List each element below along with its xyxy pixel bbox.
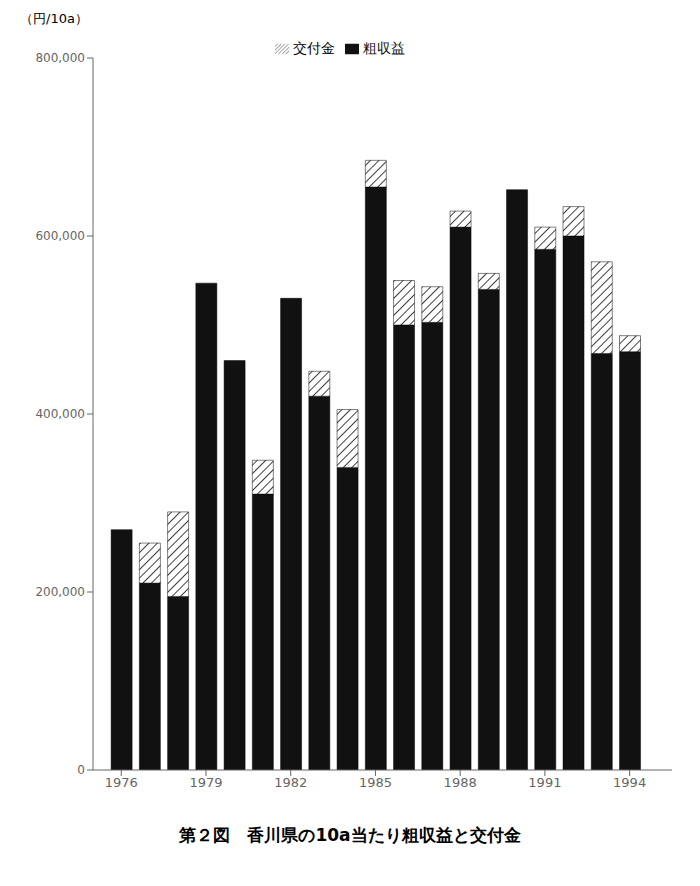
- html-text:粗収益: 粗収益: [363, 40, 405, 56]
- svg-text:800,000: 800,000: [35, 51, 85, 65]
- svg-text:1988: 1988: [444, 775, 477, 790]
- svg-text:1982: 1982: [274, 775, 307, 790]
- html-text:第２図 香川県の10a当たり粗収益と交付金: 第２図 香川県の10a当たり粗収益と交付金: [179, 825, 521, 845]
- svg-text:1979: 1979: [189, 775, 222, 790]
- svg-text:400,000: 400,000: [35, 407, 85, 421]
- html-text:（円/10a）: （円/10a）: [20, 11, 88, 26]
- svg-text:200,000: 200,000: [35, 585, 85, 599]
- svg-text:1994: 1994: [613, 775, 646, 790]
- svg-text:0: 0: [77, 763, 85, 777]
- svg-text:1976: 1976: [105, 775, 138, 790]
- svg-text:1991: 1991: [528, 775, 561, 790]
- svg-text:1985: 1985: [359, 775, 392, 790]
- html-text:交付金: 交付金: [293, 40, 335, 56]
- svg-text:600,000: 600,000: [35, 229, 85, 243]
